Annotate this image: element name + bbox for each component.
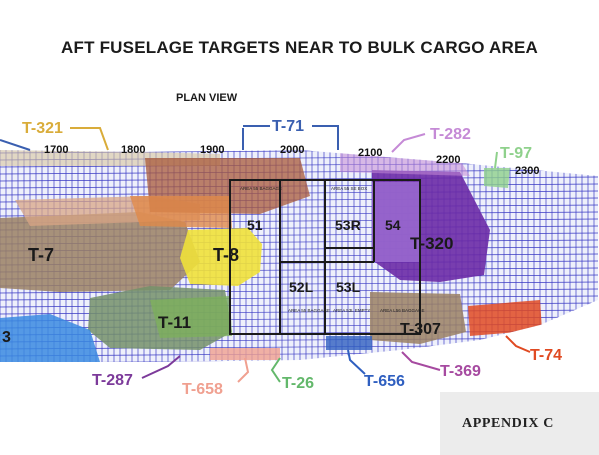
zone-t97 (484, 168, 510, 188)
zone-t74 (468, 300, 542, 336)
station-2100: 2100 (358, 147, 382, 159)
target-t287-label: T-287 (92, 372, 133, 389)
target-t658-label: T-658 (182, 381, 223, 398)
target-t321-label: T-321 (22, 120, 63, 137)
station-1700: 1700 (44, 144, 68, 156)
target-t369-label: T-369 (440, 363, 481, 380)
target-t282-label: T-282 (430, 126, 471, 143)
zone-t320-light (372, 182, 420, 262)
target-t320-label: T-320 (410, 234, 453, 253)
station-2200: 2200 (436, 154, 460, 166)
area-54-label: 54 (385, 217, 401, 233)
appendix-label: APPENDIX C (462, 416, 554, 431)
target-t71-label: T-71 (272, 118, 304, 135)
zone-orange (130, 196, 232, 228)
target-t8-label: T-8 (213, 245, 239, 265)
cargo-area-grid (229, 179, 421, 335)
target-t656-label: T-656 (364, 373, 405, 390)
zone-t282 (340, 150, 470, 176)
appendix-box: APPENDIX C (440, 392, 599, 455)
plan-view-label: PLAN VIEW (176, 92, 238, 104)
fuselage-body (0, 150, 598, 362)
leader-lines (0, 125, 531, 383)
station-2300: 2300 (515, 165, 539, 177)
area-53l-note: AREA 53L EMPTY (333, 308, 370, 313)
area-51-note: AREA 55 BAGGAGE (240, 186, 282, 191)
station-2000: 2000 (280, 144, 304, 156)
area-52l-note: AREA 55 BAGGAGE (288, 308, 330, 313)
stringer-line (0, 288, 598, 294)
area-54-note: AREA L56 BAGGAGE (380, 308, 425, 313)
zone-t658 (210, 348, 280, 360)
target-t11-label: T-11 (158, 313, 191, 332)
zone-t7 (0, 212, 200, 292)
zone-t656 (326, 336, 372, 350)
area-53r-label: 53R (335, 217, 361, 233)
target-t97-label: T-97 (500, 145, 532, 162)
zone-t307 (370, 292, 466, 344)
page-title: AFT FUSELAGE TARGETS NEAR TO BULK CARGO … (61, 38, 538, 57)
target-t3-label: 3 (2, 329, 11, 346)
area-53l-label: 53L (336, 279, 361, 295)
zone-t11-green (150, 296, 232, 338)
area-53r-note: AREA 55 SE BOX (331, 186, 367, 191)
station-1900: 1900 (200, 144, 224, 156)
target-t26-label: T-26 (282, 375, 314, 392)
station-1800: 1800 (121, 144, 145, 156)
area-52l-label: 52L (289, 279, 314, 295)
zone-t8 (180, 228, 262, 286)
zone-t3 (0, 314, 100, 362)
target-t7-label: T-7 (28, 245, 54, 265)
area-51-label: 51 (247, 217, 263, 233)
target-t307-label: T-307 (400, 321, 441, 338)
target-t74-label: T-74 (530, 347, 562, 364)
